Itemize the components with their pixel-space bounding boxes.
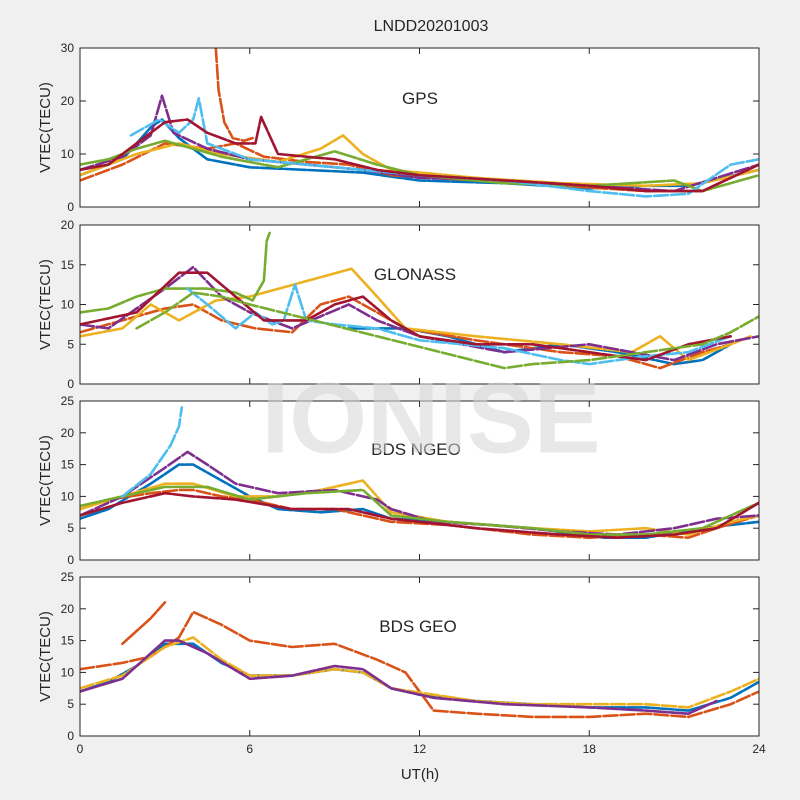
x-tick-label: 0 — [77, 742, 84, 756]
series-line-yellow — [80, 134, 759, 188]
series-line-green — [80, 231, 271, 314]
y-tick-label: 20 — [61, 94, 75, 108]
series-line-purple — [80, 639, 718, 715]
plot-area — [80, 48, 759, 207]
x-tick-label: 24 — [752, 742, 766, 756]
series-group — [80, 231, 759, 370]
panel-label-glonass: GLONASS — [374, 265, 456, 284]
y-tick-label: 0 — [67, 200, 74, 214]
series-line-orange — [214, 48, 254, 143]
figure-title: LNDD20201003 — [374, 18, 489, 35]
y-tick-label: 10 — [61, 665, 75, 679]
panels: 0 10 20 30 VTEC(TECU) GPS 0 5 10 15 20 VTEC(TECU) GL… — [37, 41, 766, 756]
y-tick-label: 25 — [61, 570, 75, 584]
series-line-orange — [80, 295, 732, 370]
y-tick-label: 15 — [61, 634, 75, 648]
series-line-orange — [121, 601, 167, 646]
panel-glonass: 0 5 10 15 20 VTEC(TECU) GLONASS — [37, 218, 760, 391]
y-tick-label: 10 — [61, 489, 75, 503]
y-tick-label: 0 — [67, 729, 74, 743]
y-tick-label: 5 — [67, 697, 74, 711]
y-tick-label: 10 — [61, 147, 75, 161]
y-tick-label: 25 — [61, 394, 75, 408]
series-group — [80, 406, 759, 539]
series-group — [80, 601, 759, 719]
y-axis-label: VTEC(TECU) — [37, 435, 54, 526]
series-line-yellow — [80, 636, 759, 709]
x-tick-label: 6 — [246, 742, 253, 756]
panel-gps: 0 10 20 30 VTEC(TECU) GPS — [37, 41, 760, 214]
y-axis-label: VTEC(TECU) — [37, 611, 54, 702]
y-tick-label: 20 — [61, 218, 75, 232]
x-tick-label: 18 — [583, 742, 597, 756]
y-tick-label: 15 — [61, 258, 75, 272]
series-line-green — [80, 485, 759, 536]
y-tick-label: 5 — [67, 521, 74, 535]
y-tick-label: 20 — [61, 426, 75, 440]
panel-label-gps: GPS — [402, 89, 438, 108]
y-axis-label: VTEC(TECU) — [37, 82, 54, 173]
y-tick-label: 15 — [61, 458, 75, 472]
series-line-green — [135, 291, 759, 370]
series-line-red — [80, 491, 759, 539]
series-line-red — [80, 271, 732, 362]
series-line-purple — [80, 450, 759, 536]
y-tick-label: 20 — [61, 602, 75, 616]
y-tick-label: 30 — [61, 41, 75, 55]
panel-bds-geo: 0 5 10 15 20 25 0 6 12 18 24 VTEC(TECU) BDS GEO — [37, 570, 766, 756]
y-tick-label: 0 — [67, 377, 74, 391]
panel-label-bds-ngeo: BDS NGEO — [371, 440, 461, 459]
series-line-red — [80, 115, 759, 193]
y-tick-label: 0 — [67, 553, 74, 567]
series-line-orange — [80, 610, 759, 719]
panel-label-bds-geo: BDS GEO — [379, 617, 456, 636]
panel-bds-ngeo: 0 5 10 15 20 25 VTEC(TECU) BDS NGEO — [37, 394, 760, 567]
series-group — [80, 48, 759, 198]
series-line-cyan — [129, 97, 759, 198]
y-tick-label: 10 — [61, 298, 75, 312]
x-axis-label: UT(h) — [401, 766, 439, 783]
x-tick-label: 12 — [413, 742, 427, 756]
watermark-text: IONISE — [262, 362, 601, 474]
series-line-green — [80, 139, 759, 193]
y-tick-label: 5 — [67, 337, 74, 351]
series-line-cyan — [121, 406, 184, 498]
y-axis-label: VTEC(TECU) — [37, 259, 54, 350]
